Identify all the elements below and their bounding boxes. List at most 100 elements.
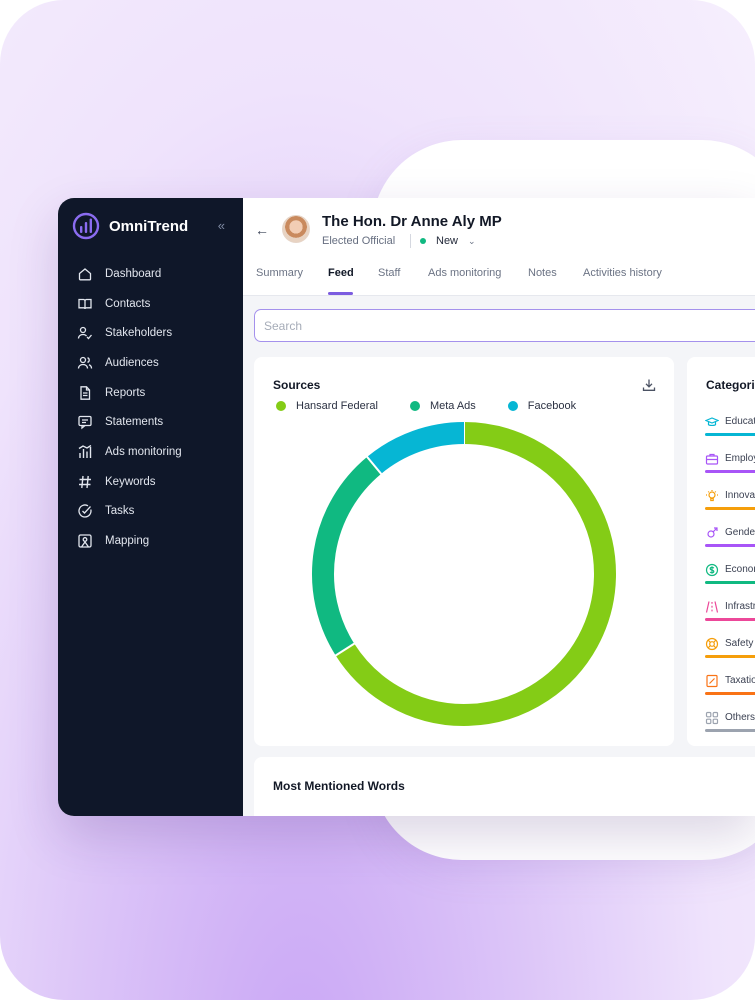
sidebar-item-label: Contacts xyxy=(105,297,151,310)
sidebar-item-reports[interactable]: Reports xyxy=(58,378,243,408)
message-icon xyxy=(78,416,92,430)
category-item-education[interactable]: Educati xyxy=(705,412,755,449)
grid-icon xyxy=(705,711,719,725)
category-bar xyxy=(705,729,755,732)
search-input[interactable] xyxy=(254,309,755,342)
active-tab-indicator xyxy=(328,292,353,295)
legend-swatch xyxy=(507,401,518,411)
category-bar xyxy=(705,618,755,621)
donut-slice-hansard-federal[interactable] xyxy=(335,422,616,726)
back-arrow-icon[interactable]: ← xyxy=(255,222,269,238)
check-circle-icon xyxy=(78,504,92,518)
status-label: New xyxy=(436,235,459,247)
category-item-taxation[interactable]: Taxatio xyxy=(705,671,755,708)
categories-list: Educati Employ Innovat Gender xyxy=(705,412,755,745)
category-label: Econom xyxy=(725,564,755,575)
sidebar-item-label: Reports xyxy=(105,386,146,399)
road-icon xyxy=(705,601,719,613)
category-bar xyxy=(705,581,755,584)
sidebar-item-keywords[interactable]: Keywords xyxy=(58,467,243,497)
status-dropdown[interactable]: New ⌄ xyxy=(420,235,476,247)
collapse-sidebar-icon[interactable]: « xyxy=(217,218,225,233)
receipt-icon xyxy=(706,674,718,688)
category-bar xyxy=(705,507,755,510)
legend-label: Meta Ads xyxy=(429,400,476,412)
sidebar-item-tasks[interactable]: Tasks xyxy=(58,497,243,527)
briefcase-icon xyxy=(705,453,719,465)
sidebar-item-contacts[interactable]: Contacts xyxy=(58,289,243,319)
sidebar-item-stakeholders[interactable]: Stakeholders xyxy=(58,318,243,348)
sidebar-item-statements[interactable]: Statements xyxy=(58,407,243,437)
legend-item-facebook[interactable]: Facebook xyxy=(507,400,576,412)
profile-role: Elected Official xyxy=(322,235,396,247)
tab-feed[interactable]: Feed xyxy=(328,267,354,279)
sidebar-item-dashboard[interactable]: Dashboard xyxy=(58,259,243,289)
category-label: Educati xyxy=(725,416,755,427)
omnitrend-logo-icon xyxy=(72,212,100,240)
lifebuoy-icon xyxy=(705,637,719,651)
map-icon xyxy=(78,534,92,548)
legend-swatch xyxy=(409,401,420,411)
sidebar-item-label: Statements xyxy=(105,416,164,429)
chevron-down-icon: ⌄ xyxy=(468,235,476,246)
category-label: Safety xyxy=(725,638,754,649)
donut-separator xyxy=(365,455,383,476)
categories-title: Categori xyxy=(706,378,755,392)
category-label: Gender xyxy=(725,527,755,538)
category-item-safety[interactable]: Safety xyxy=(705,634,755,671)
tab-activities-history[interactable]: Activities history xyxy=(583,267,662,279)
donut-separator xyxy=(334,642,356,657)
sidebar-item-label: Audiences xyxy=(105,356,159,369)
tab-staff[interactable]: Staff xyxy=(378,267,401,279)
category-item-employment[interactable]: Employ xyxy=(705,449,755,486)
sources-donut-chart xyxy=(312,421,616,726)
app-window: OmniTrend « Dashboard Contacts Stakehold… xyxy=(58,198,755,816)
donut-slice-meta-ads[interactable] xyxy=(312,456,382,656)
sidebar-item-ads-monitoring[interactable]: Ads monitoring xyxy=(58,437,243,467)
sidebar-item-mapping[interactable]: Mapping xyxy=(58,526,243,556)
main-content: ← The Hon. Dr Anne Aly MP Elected Offici… xyxy=(243,198,755,816)
sidebar-item-label: Tasks xyxy=(105,505,135,518)
legend-item-hansard-federal[interactable]: Hansard Federal xyxy=(276,400,378,412)
lightbulb-icon xyxy=(706,490,718,502)
categories-card: Categori Educati Employ Innovat xyxy=(687,357,755,746)
users-icon xyxy=(77,356,93,369)
tab-ads-monitoring[interactable]: Ads monitoring xyxy=(428,267,502,279)
hash-icon xyxy=(79,475,91,488)
bar-chart-icon xyxy=(78,444,92,458)
category-bar xyxy=(705,544,755,547)
category-label: Others xyxy=(725,712,755,723)
sidebar-item-label: Ads monitoring xyxy=(105,445,182,458)
tab-notes[interactable]: Notes xyxy=(528,267,557,279)
donut-slice-facebook[interactable] xyxy=(367,422,465,475)
home-icon xyxy=(78,268,92,281)
profile-header: ← The Hon. Dr Anne Aly MP Elected Offici… xyxy=(243,198,755,296)
sources-card: Sources Hansard Federal Meta Ads Faceboo… xyxy=(254,357,674,746)
sources-legend: Hansard Federal Meta Ads Facebook xyxy=(276,400,608,412)
category-label: Employ xyxy=(725,453,755,464)
category-item-infrastructure[interactable]: Infrastr xyxy=(705,597,755,634)
sources-title: Sources xyxy=(273,378,321,392)
sidebar-item-label: Dashboard xyxy=(105,267,162,280)
category-item-innovation[interactable]: Innovat xyxy=(705,486,755,523)
category-bar xyxy=(705,470,755,473)
status-dot-icon xyxy=(420,238,426,244)
category-item-economy[interactable]: Econom xyxy=(705,560,755,597)
most-mentioned-words-card: Most Mentioned Words xyxy=(254,757,755,816)
legend-swatch xyxy=(276,401,286,411)
file-icon xyxy=(80,385,91,400)
brand[interactable]: OmniTrend xyxy=(72,212,188,240)
sidebar: OmniTrend « Dashboard Contacts Stakehold… xyxy=(58,198,243,816)
sidebar-item-label: Mapping xyxy=(105,535,150,548)
sidebar-item-audiences[interactable]: Audiences xyxy=(58,348,243,378)
category-item-gender[interactable]: Gender xyxy=(705,523,755,560)
sidebar-item-label: Stakeholders xyxy=(105,327,173,340)
download-icon[interactable] xyxy=(641,377,657,393)
category-label: Taxatio xyxy=(725,675,755,686)
legend-item-meta-ads[interactable]: Meta Ads xyxy=(409,400,476,412)
graduation-cap-icon xyxy=(705,417,719,427)
user-check-icon xyxy=(77,327,92,340)
category-item-others[interactable]: Others xyxy=(705,708,755,745)
tab-summary[interactable]: Summary xyxy=(256,267,304,279)
sidebar-nav: Dashboard Contacts Stakeholders Audience… xyxy=(58,259,243,556)
